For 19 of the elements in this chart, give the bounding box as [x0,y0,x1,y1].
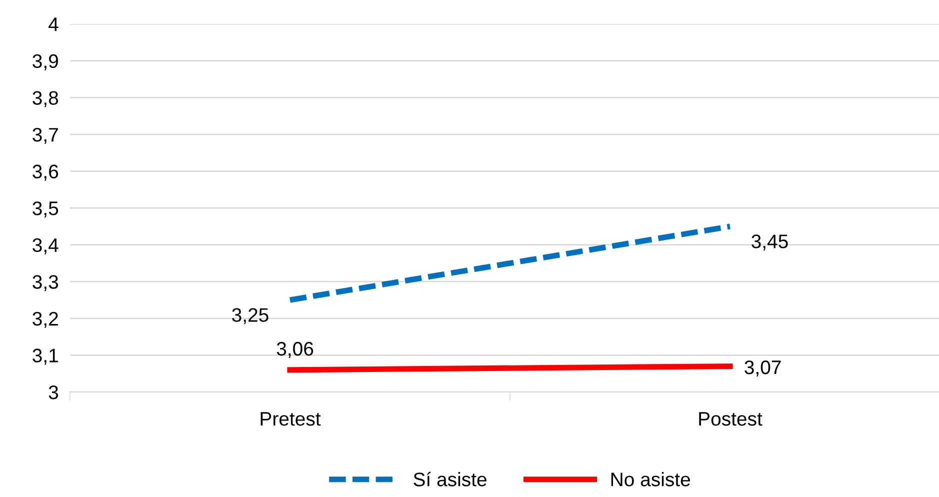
y-tick-label: 3,3 [32,275,58,292]
y-tick-label: 4 [48,18,58,32]
data-label: 3,45 [752,234,788,251]
x-tick-label: Pretest [260,412,321,426]
y-tick-label: 3,7 [32,128,58,144]
data-label: 3,07 [744,360,781,377]
y-tick-label: 3,8 [32,91,58,108]
x-tick-label: Postest [699,412,762,426]
y-tick-label: 3,1 [32,348,58,365]
y-tick-label: 3 [48,385,58,400]
y-tick-label: 3,5 [32,201,58,218]
data-label: 3,25 [232,308,268,324]
legend-label: Sí asiste [414,472,486,486]
legend-label: No asiste [611,472,690,486]
data-label: 3,06 [276,342,314,358]
y-tick-label: 3,6 [32,164,58,181]
y-tick-label: 3,9 [32,54,58,70]
y-tick-label: 3,2 [32,312,58,328]
y-tick-label: 3,4 [32,238,58,254]
